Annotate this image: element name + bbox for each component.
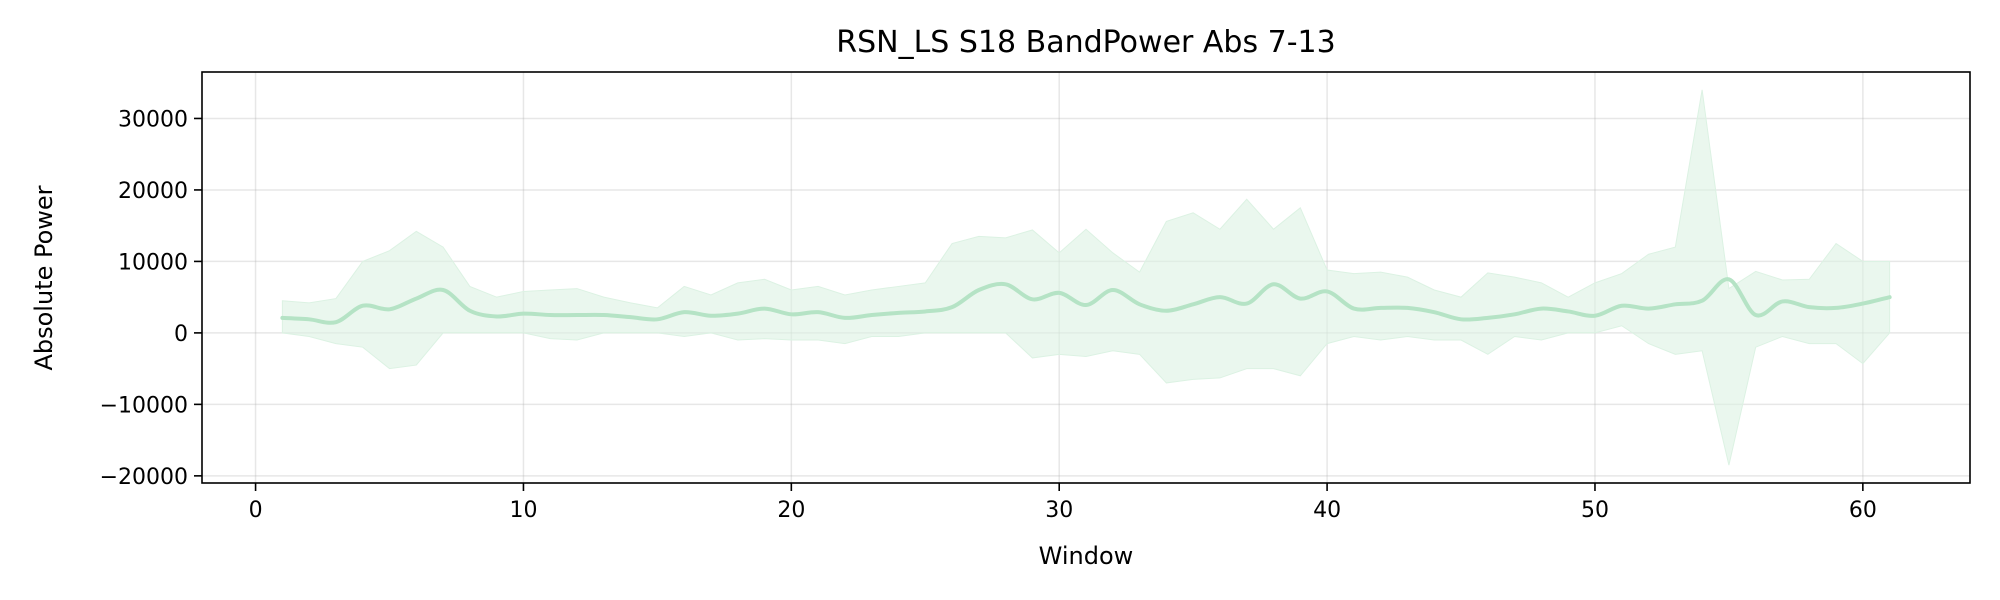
x-tick-label: 10 (509, 498, 537, 523)
y-tick-label: 0 (174, 322, 188, 347)
plot-frame (201, 71, 1971, 484)
x-tick-label: 0 (249, 498, 263, 523)
x-tick-label: 60 (1849, 498, 1877, 523)
mean-line (280, 277, 1892, 325)
y-tick-label: 10000 (118, 250, 188, 275)
x-tick-label: 50 (1581, 498, 1609, 523)
y-tick-label: −10000 (100, 393, 188, 418)
x-axis-label: Window (1039, 542, 1134, 570)
x-tick-label: 20 (777, 498, 805, 523)
variance-band (281, 89, 1891, 466)
chart-title: RSN_LS S18 BandPower Abs 7-13 (836, 25, 1335, 60)
y-tick-label: 30000 (118, 107, 188, 132)
x-tick-label: 30 (1045, 498, 1073, 523)
y-tick-label: −20000 (100, 465, 188, 490)
y-axis-ticks: −20000 −10000 0 10000 20000 30000 (100, 107, 202, 490)
y-axis-label: Absolute Power (30, 185, 58, 370)
y-tick-label: 20000 (118, 179, 188, 204)
x-tick-label: 40 (1313, 498, 1341, 523)
x-axis-ticks: 0 10 20 30 40 50 60 (249, 483, 1877, 523)
